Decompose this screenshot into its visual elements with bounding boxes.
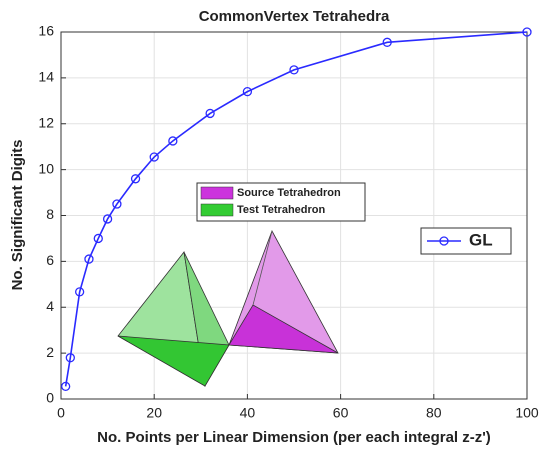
y-tick-label: 4 <box>46 298 54 314</box>
x-tick-label: 0 <box>57 405 65 421</box>
x-tick-label: 100 <box>515 405 539 421</box>
inset-legend-swatch <box>201 204 233 216</box>
inset-legend-label: Test Tetrahedron <box>237 204 325 216</box>
chart: CommonVertex Tetrahedra No. Points per L… <box>0 0 543 452</box>
y-tick-label: 12 <box>38 114 54 130</box>
y-tick-label: 2 <box>46 344 54 360</box>
x-tick-label: 60 <box>333 405 349 421</box>
x-tick-label: 20 <box>146 405 162 421</box>
inset-legend-label: Source Tetrahedron <box>237 187 341 199</box>
y-tick-label: 0 <box>46 390 54 406</box>
x-tick-label: 80 <box>426 405 442 421</box>
y-axis-label: No. Significant Digits <box>9 140 26 291</box>
x-tick-label: 40 <box>240 405 256 421</box>
y-tick-label: 14 <box>38 69 54 85</box>
y-tick-label: 8 <box>46 206 54 222</box>
y-tick-label: 6 <box>46 252 54 268</box>
chart-title: CommonVertex Tetrahedra <box>199 8 390 25</box>
legend-label: GL <box>469 230 493 249</box>
y-tick-label: 10 <box>38 160 54 176</box>
x-axis-label: No. Points per Linear Dimension (per eac… <box>97 429 491 446</box>
inset-legend-swatch <box>201 187 233 199</box>
y-tick-label: 16 <box>38 23 54 39</box>
